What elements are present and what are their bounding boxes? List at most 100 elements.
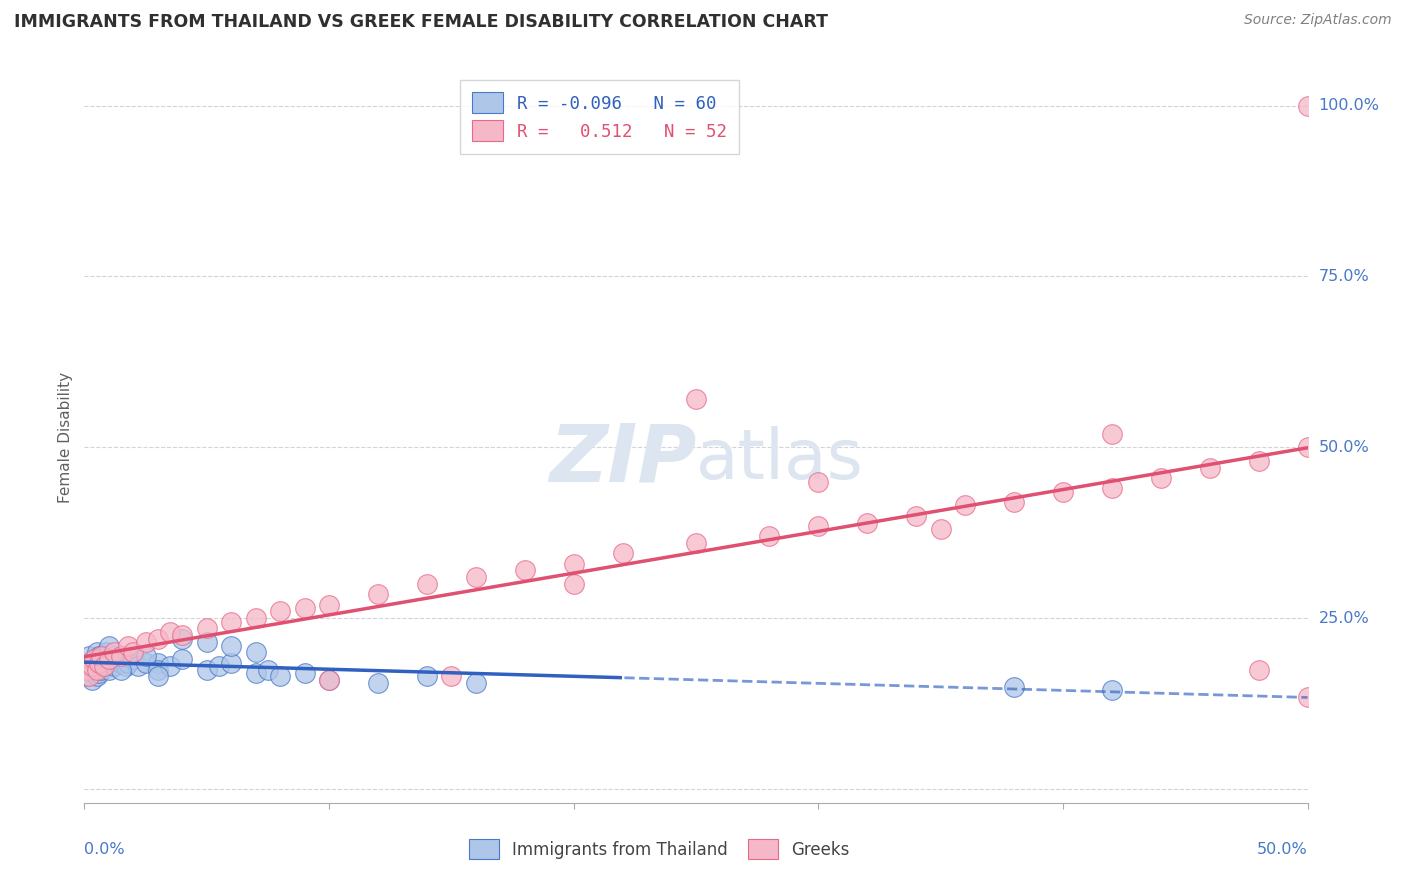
Point bbox=[103, 645, 125, 659]
Point bbox=[96, 645, 118, 659]
Point bbox=[219, 639, 242, 653]
Legend: Immigrants from Thailand, Greeks: Immigrants from Thailand, Greeks bbox=[461, 830, 858, 868]
Point bbox=[172, 632, 194, 646]
Point bbox=[245, 665, 267, 680]
Point bbox=[83, 652, 105, 666]
Point bbox=[464, 676, 486, 690]
Point bbox=[245, 611, 267, 625]
Point bbox=[110, 656, 132, 670]
Point bbox=[1101, 426, 1123, 441]
Point bbox=[269, 604, 291, 618]
Point bbox=[86, 663, 108, 677]
Point bbox=[80, 656, 103, 670]
Text: 25.0%: 25.0% bbox=[1319, 611, 1369, 625]
Point bbox=[90, 656, 112, 670]
Point bbox=[105, 652, 128, 666]
Point bbox=[87, 659, 110, 673]
Point bbox=[318, 598, 340, 612]
Y-axis label: Female Disability: Female Disability bbox=[58, 371, 73, 503]
Point bbox=[80, 659, 103, 673]
Point bbox=[86, 656, 108, 670]
Point bbox=[80, 665, 103, 680]
Text: 50.0%: 50.0% bbox=[1257, 842, 1308, 856]
Point bbox=[96, 656, 118, 670]
Point bbox=[93, 659, 115, 673]
Text: atlas: atlas bbox=[696, 425, 863, 492]
Point bbox=[562, 557, 585, 571]
Point bbox=[953, 499, 976, 513]
Point bbox=[440, 669, 463, 683]
Point bbox=[77, 669, 100, 683]
Point bbox=[117, 639, 139, 653]
Point bbox=[86, 669, 108, 683]
Point bbox=[294, 665, 316, 680]
Point bbox=[122, 645, 145, 659]
Point bbox=[77, 659, 100, 673]
Point bbox=[245, 645, 267, 659]
Point bbox=[115, 659, 138, 673]
Point bbox=[513, 563, 536, 577]
Point bbox=[103, 659, 125, 673]
Point bbox=[93, 659, 115, 673]
Point bbox=[77, 648, 100, 663]
Point bbox=[103, 648, 125, 663]
Point bbox=[1101, 481, 1123, 495]
Point bbox=[929, 522, 952, 536]
Point bbox=[87, 648, 110, 663]
Point bbox=[80, 673, 103, 687]
Point bbox=[685, 392, 707, 407]
Point bbox=[122, 652, 145, 666]
Point bbox=[294, 601, 316, 615]
Point bbox=[1198, 460, 1220, 475]
Point bbox=[1296, 440, 1319, 454]
Point bbox=[97, 656, 120, 670]
Point bbox=[76, 669, 98, 683]
Point bbox=[1247, 454, 1270, 468]
Point bbox=[83, 652, 105, 666]
Point bbox=[416, 669, 439, 683]
Point bbox=[159, 659, 181, 673]
Point bbox=[117, 656, 139, 670]
Point bbox=[685, 536, 707, 550]
Point bbox=[90, 652, 112, 666]
Point bbox=[905, 508, 928, 523]
Point bbox=[172, 628, 194, 642]
Point bbox=[1101, 683, 1123, 698]
Point bbox=[807, 519, 830, 533]
Point bbox=[195, 635, 218, 649]
Point bbox=[318, 673, 340, 687]
Point bbox=[367, 676, 389, 690]
Point bbox=[135, 635, 157, 649]
Point bbox=[318, 673, 340, 687]
Point bbox=[1002, 495, 1025, 509]
Point bbox=[135, 648, 157, 663]
Point bbox=[612, 546, 634, 560]
Text: 100.0%: 100.0% bbox=[1319, 98, 1379, 113]
Point bbox=[464, 570, 486, 584]
Point bbox=[110, 648, 132, 663]
Point bbox=[110, 663, 132, 677]
Point bbox=[1247, 663, 1270, 677]
Point bbox=[76, 663, 98, 677]
Point bbox=[90, 648, 112, 663]
Point bbox=[416, 577, 439, 591]
Text: Source: ZipAtlas.com: Source: ZipAtlas.com bbox=[1244, 13, 1392, 28]
Point bbox=[127, 659, 149, 673]
Point bbox=[146, 632, 169, 646]
Point bbox=[1052, 484, 1074, 499]
Point bbox=[219, 615, 242, 629]
Point bbox=[90, 663, 112, 677]
Point bbox=[97, 663, 120, 677]
Point bbox=[146, 669, 169, 683]
Point bbox=[367, 587, 389, 601]
Point bbox=[87, 665, 110, 680]
Point bbox=[86, 645, 108, 659]
Point bbox=[269, 669, 291, 683]
Point bbox=[97, 652, 120, 666]
Point bbox=[856, 516, 879, 530]
Point bbox=[159, 624, 181, 639]
Point bbox=[97, 639, 120, 653]
Text: 75.0%: 75.0% bbox=[1319, 268, 1369, 284]
Point bbox=[219, 656, 242, 670]
Text: 0.0%: 0.0% bbox=[84, 842, 125, 856]
